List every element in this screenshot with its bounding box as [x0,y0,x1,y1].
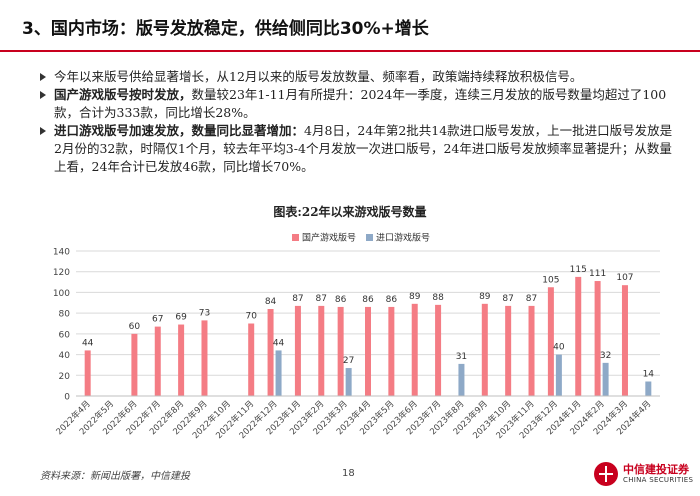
bar-imported [345,368,352,396]
legend-swatch [366,234,373,241]
bar-imported [275,350,282,396]
data-label-imported: 44 [273,338,285,348]
data-label-imported: 27 [343,356,354,366]
data-label-imported: 40 [553,343,565,353]
legend-label: 进口游戏版号 [376,232,430,244]
title-divider [0,50,700,52]
bullet-text: 数量较23年1-11月有所提升：2024年一季度，连续三月发放的版号数量均超过了… [54,87,667,120]
data-label-domestic: 86 [386,295,398,305]
bar-domestic [248,323,255,396]
data-label-domestic: 60 [129,322,141,332]
data-label-imported: 14 [643,370,655,380]
y-tick-label: 140 [53,248,70,258]
data-label-domestic: 87 [502,294,513,304]
data-label-domestic: 86 [362,295,374,305]
data-label-domestic: 89 [409,292,421,302]
data-label-imported: 32 [600,351,611,361]
bar-domestic [388,306,395,396]
logo-icon [594,462,618,486]
bar-domestic [547,287,554,396]
bar-domestic [267,309,274,396]
data-label-domestic: 88 [432,293,444,303]
data-label-domestic: 111 [589,269,606,279]
bar-domestic [528,305,535,396]
brand-logo: 中信建投证券 CHINA SECURITIES [594,462,693,486]
bar-domestic [178,324,185,396]
bullet-item: 进口游戏版号加速发放，数量同比显著增加：4月8日，24年第2批共14款进口版号发… [40,122,680,176]
data-label-domestic: 67 [152,315,163,325]
bar-imported [602,362,609,396]
bar-imported [555,354,562,396]
bullet-text: 4月8日，24年第2批共14款进口版号发放，上一批进口版号发放是2月份的32款，… [54,123,673,174]
bullet-lead: 国产游戏版号按时发放， [54,87,192,102]
logo-name-en: CHINA SECURITIES [623,476,694,484]
data-label-domestic: 70 [245,312,257,322]
chart-title: 图表:22年以来游戏版号数量 [273,205,427,219]
bar-domestic [84,350,91,396]
source-note: 资料来源：新闻出版署，中信建投 [40,471,190,482]
data-label-domestic: 107 [616,273,633,283]
data-label-domestic: 69 [175,313,187,323]
data-label-domestic: 105 [542,275,559,285]
legend-swatch [292,234,299,241]
page-title: 3、国内市场：版号发放稳定，供给侧同比30%+增长 [22,19,429,39]
bar-domestic [294,305,301,396]
data-label-domestic: 115 [570,265,587,275]
bar-domestic [365,306,371,396]
y-tick-label: 120 [53,268,70,278]
bar-domestic [411,303,418,396]
bar-imported [458,363,465,396]
data-label-domestic: 87 [316,294,327,304]
y-tick-label: 20 [59,372,71,382]
y-tick-label: 80 [59,310,71,320]
bullet-text: 今年以来版号供给显著增长，从12月以来的版号发放数量、频率看，政策端持续释放积极… [54,69,583,84]
bar-domestic [621,285,628,396]
y-tick-label: 60 [59,330,71,340]
bullet-item: 国产游戏版号按时发放，数量较23年1-11月有所提升：2024年一季度，连续三月… [40,86,680,122]
data-label-domestic: 89 [479,292,491,302]
data-label-domestic: 86 [335,295,347,305]
legend-label: 国产游戏版号 [302,232,356,244]
data-label-imported: 31 [456,352,467,362]
data-label-domestic: 84 [265,297,277,307]
bullet-item: 今年以来版号供给显著增长，从12月以来的版号发放数量、频率看，政策端持续释放积极… [40,68,680,86]
data-label-domestic: 44 [82,338,94,348]
bar-domestic [201,320,208,396]
bar-domestic [594,281,601,396]
bullet-list: 今年以来版号供给显著增长，从12月以来的版号发放数量、频率看，政策端持续释放积极… [40,68,680,176]
y-tick-label: 100 [53,289,70,299]
bar-domestic [435,304,442,396]
bar-domestic [481,303,488,396]
page-number: 18 [342,468,355,479]
bullet-lead: 进口游戏版号加速发放，数量同比显著增加： [54,123,305,138]
data-label-domestic: 87 [292,294,303,304]
bar-domestic [154,326,161,396]
logo-name-cn: 中信建投证券 [623,463,689,476]
y-tick-label: 0 [64,393,70,403]
bar-domestic [505,305,512,396]
bar-domestic [575,276,582,396]
data-label-domestic: 73 [199,308,210,318]
bar-domestic [318,305,325,396]
bar-domestic [337,306,344,396]
data-label-domestic: 87 [526,294,537,304]
bar-imported [645,381,652,396]
bar-domestic [131,333,138,396]
y-tick-label: 40 [59,351,71,361]
